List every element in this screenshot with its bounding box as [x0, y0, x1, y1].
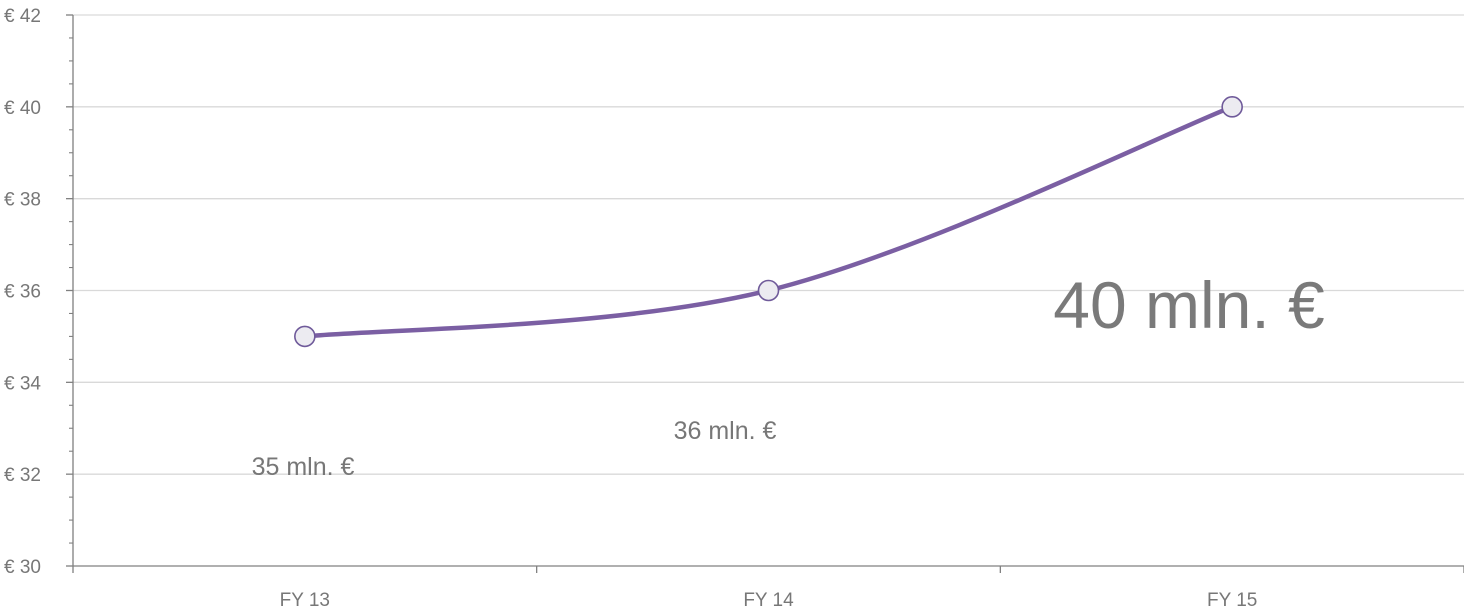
- data-labels: 35 mln. € 36 mln. € 40 mln. €: [252, 268, 1325, 481]
- data-label: 35 mln. €: [252, 453, 355, 481]
- data-point-marker: [294, 325, 316, 348]
- data-point-marker: [1221, 96, 1243, 118]
- x-tick-label: FY 15: [1207, 590, 1257, 611]
- y-tick-label: € 30: [4, 557, 41, 578]
- x-axis-tick-labels: FY 13 FY 14 FY 15: [280, 590, 1258, 611]
- data-label: 40 mln. €: [1053, 268, 1324, 342]
- y-tick-label: € 34: [4, 373, 41, 394]
- gridlines: [73, 14, 1464, 475]
- y-axis-tick-labels: € 30 € 32 € 34 € 36 € 38 € 40 € 42: [4, 6, 41, 578]
- y-tick-label: € 32: [4, 465, 41, 486]
- y-tick-label: € 42: [4, 6, 41, 27]
- y-tick-label: € 38: [4, 190, 41, 211]
- y-tick-label: € 36: [4, 282, 41, 303]
- x-tick-label: FY 14: [743, 590, 794, 611]
- data-point-marker: [757, 279, 780, 302]
- data-label: 36 mln. €: [674, 417, 777, 445]
- series-layer: [294, 96, 1243, 348]
- axes: [66, 14, 1464, 573]
- x-tick-label: FY 13: [280, 590, 330, 611]
- y-tick-label: € 40: [4, 98, 41, 119]
